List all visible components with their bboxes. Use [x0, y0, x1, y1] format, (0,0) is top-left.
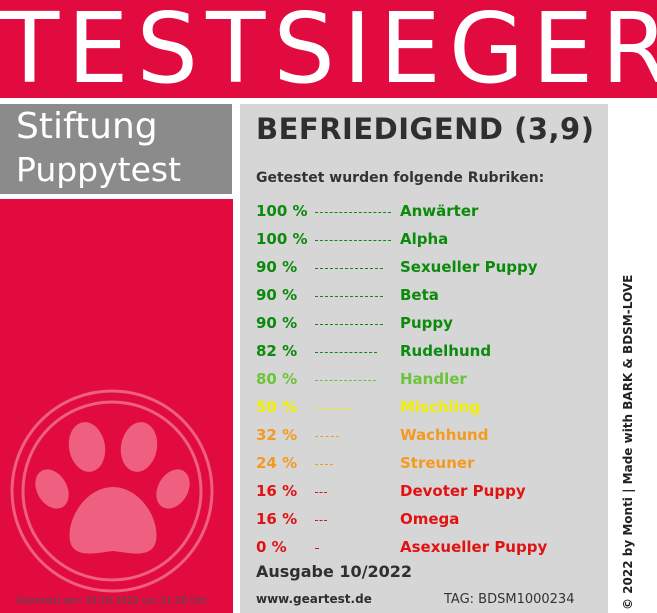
category-row: 100 % Anwärter: [256, 200, 606, 228]
category-row: 90 % Sexueller Puppy: [256, 256, 606, 284]
grade-title: BEFRIEDIGEND (3,9): [256, 112, 595, 146]
brand-box: Stiftung Puppytest: [0, 104, 232, 194]
category-bar: [315, 548, 319, 549]
result-panel: BEFRIEDIGEND (3,9) Getestet wurden folge…: [240, 104, 608, 613]
category-row: 16 % Devoter Puppy: [256, 480, 606, 508]
header-banner: TESTSIEGER: [0, 0, 657, 104]
category-percent: 0 %: [256, 538, 287, 556]
category-bar: [315, 212, 391, 213]
category-row: 90 % Beta: [256, 284, 606, 312]
category-bar: [315, 380, 376, 381]
category-percent: 50 %: [256, 398, 298, 416]
brand-line-2: Puppytest: [16, 150, 182, 189]
category-name: Asexueller Puppy: [400, 538, 548, 556]
category-percent: 16 %: [256, 510, 298, 528]
category-bar: [315, 352, 377, 353]
category-percent: 16 %: [256, 482, 298, 500]
category-name: Devoter Puppy: [400, 482, 526, 500]
brand-line-1: Stiftung: [16, 106, 158, 147]
copyright-credit: © 2022 by Monti | Made with BARK & BDSM-…: [621, 274, 635, 610]
category-bar: [315, 436, 339, 437]
categories-subtitle: Getestet wurden folgende Rubriken:: [256, 170, 545, 186]
category-name: Anwärter: [400, 202, 479, 220]
category-bar: [315, 268, 383, 269]
category-row: 100 % Alpha: [256, 228, 606, 256]
category-row: 82 % Rudelhund: [256, 340, 606, 368]
category-bar: [315, 408, 353, 409]
category-percent: 24 %: [256, 454, 298, 472]
category-row: 90 % Puppy: [256, 312, 606, 340]
category-name: Mischling: [400, 398, 481, 416]
category-name: Puppy: [400, 314, 453, 332]
category-percent: 100 %: [256, 230, 308, 248]
paw-print-icon: [10, 389, 214, 593]
category-row: 80 % Handler: [256, 368, 606, 396]
category-row: 24 % Streuner: [256, 452, 606, 480]
tag-label: TAG: BDSM1000234: [444, 592, 575, 607]
category-row: 32 % Wachhund: [256, 424, 606, 452]
header-title: TESTSIEGER: [0, 0, 657, 105]
category-percent: 80 %: [256, 370, 298, 388]
category-percent: 90 %: [256, 258, 298, 276]
website-label: www.geartest.de: [256, 592, 372, 606]
category-name: Rudelhund: [400, 342, 492, 360]
category-bar: [315, 464, 333, 465]
category-row: 0 % Asexueller Puppy: [256, 536, 606, 564]
category-row: 50 % Mischling: [256, 396, 606, 424]
category-row: 16 % Omega: [256, 508, 606, 536]
category-name: Omega: [400, 510, 460, 528]
category-name: Alpha: [400, 230, 449, 248]
category-list: 100 % Anwärter 100 % Alpha 90 % Sexueller Pup…: [256, 200, 606, 564]
category-name: Beta: [400, 286, 439, 304]
category-percent: 82 %: [256, 342, 298, 360]
category-percent: 90 %: [256, 286, 298, 304]
generated-timestamp: Generiert am: 30.10.2022 um 21:26 Uhr: [16, 595, 208, 607]
category-bar: [315, 296, 383, 297]
category-bar: [315, 324, 383, 325]
category-bar: [315, 492, 327, 493]
category-percent: 90 %: [256, 314, 298, 332]
category-bar: [315, 520, 327, 521]
category-name: Handler: [400, 370, 467, 388]
issue-label: Ausgabe 10/2022: [256, 562, 413, 581]
category-bar: [315, 240, 391, 241]
category-name: Sexueller Puppy: [400, 258, 538, 276]
category-name: Wachhund: [400, 426, 489, 444]
category-name: Streuner: [400, 454, 475, 472]
category-percent: 32 %: [256, 426, 298, 444]
category-percent: 100 %: [256, 202, 308, 220]
